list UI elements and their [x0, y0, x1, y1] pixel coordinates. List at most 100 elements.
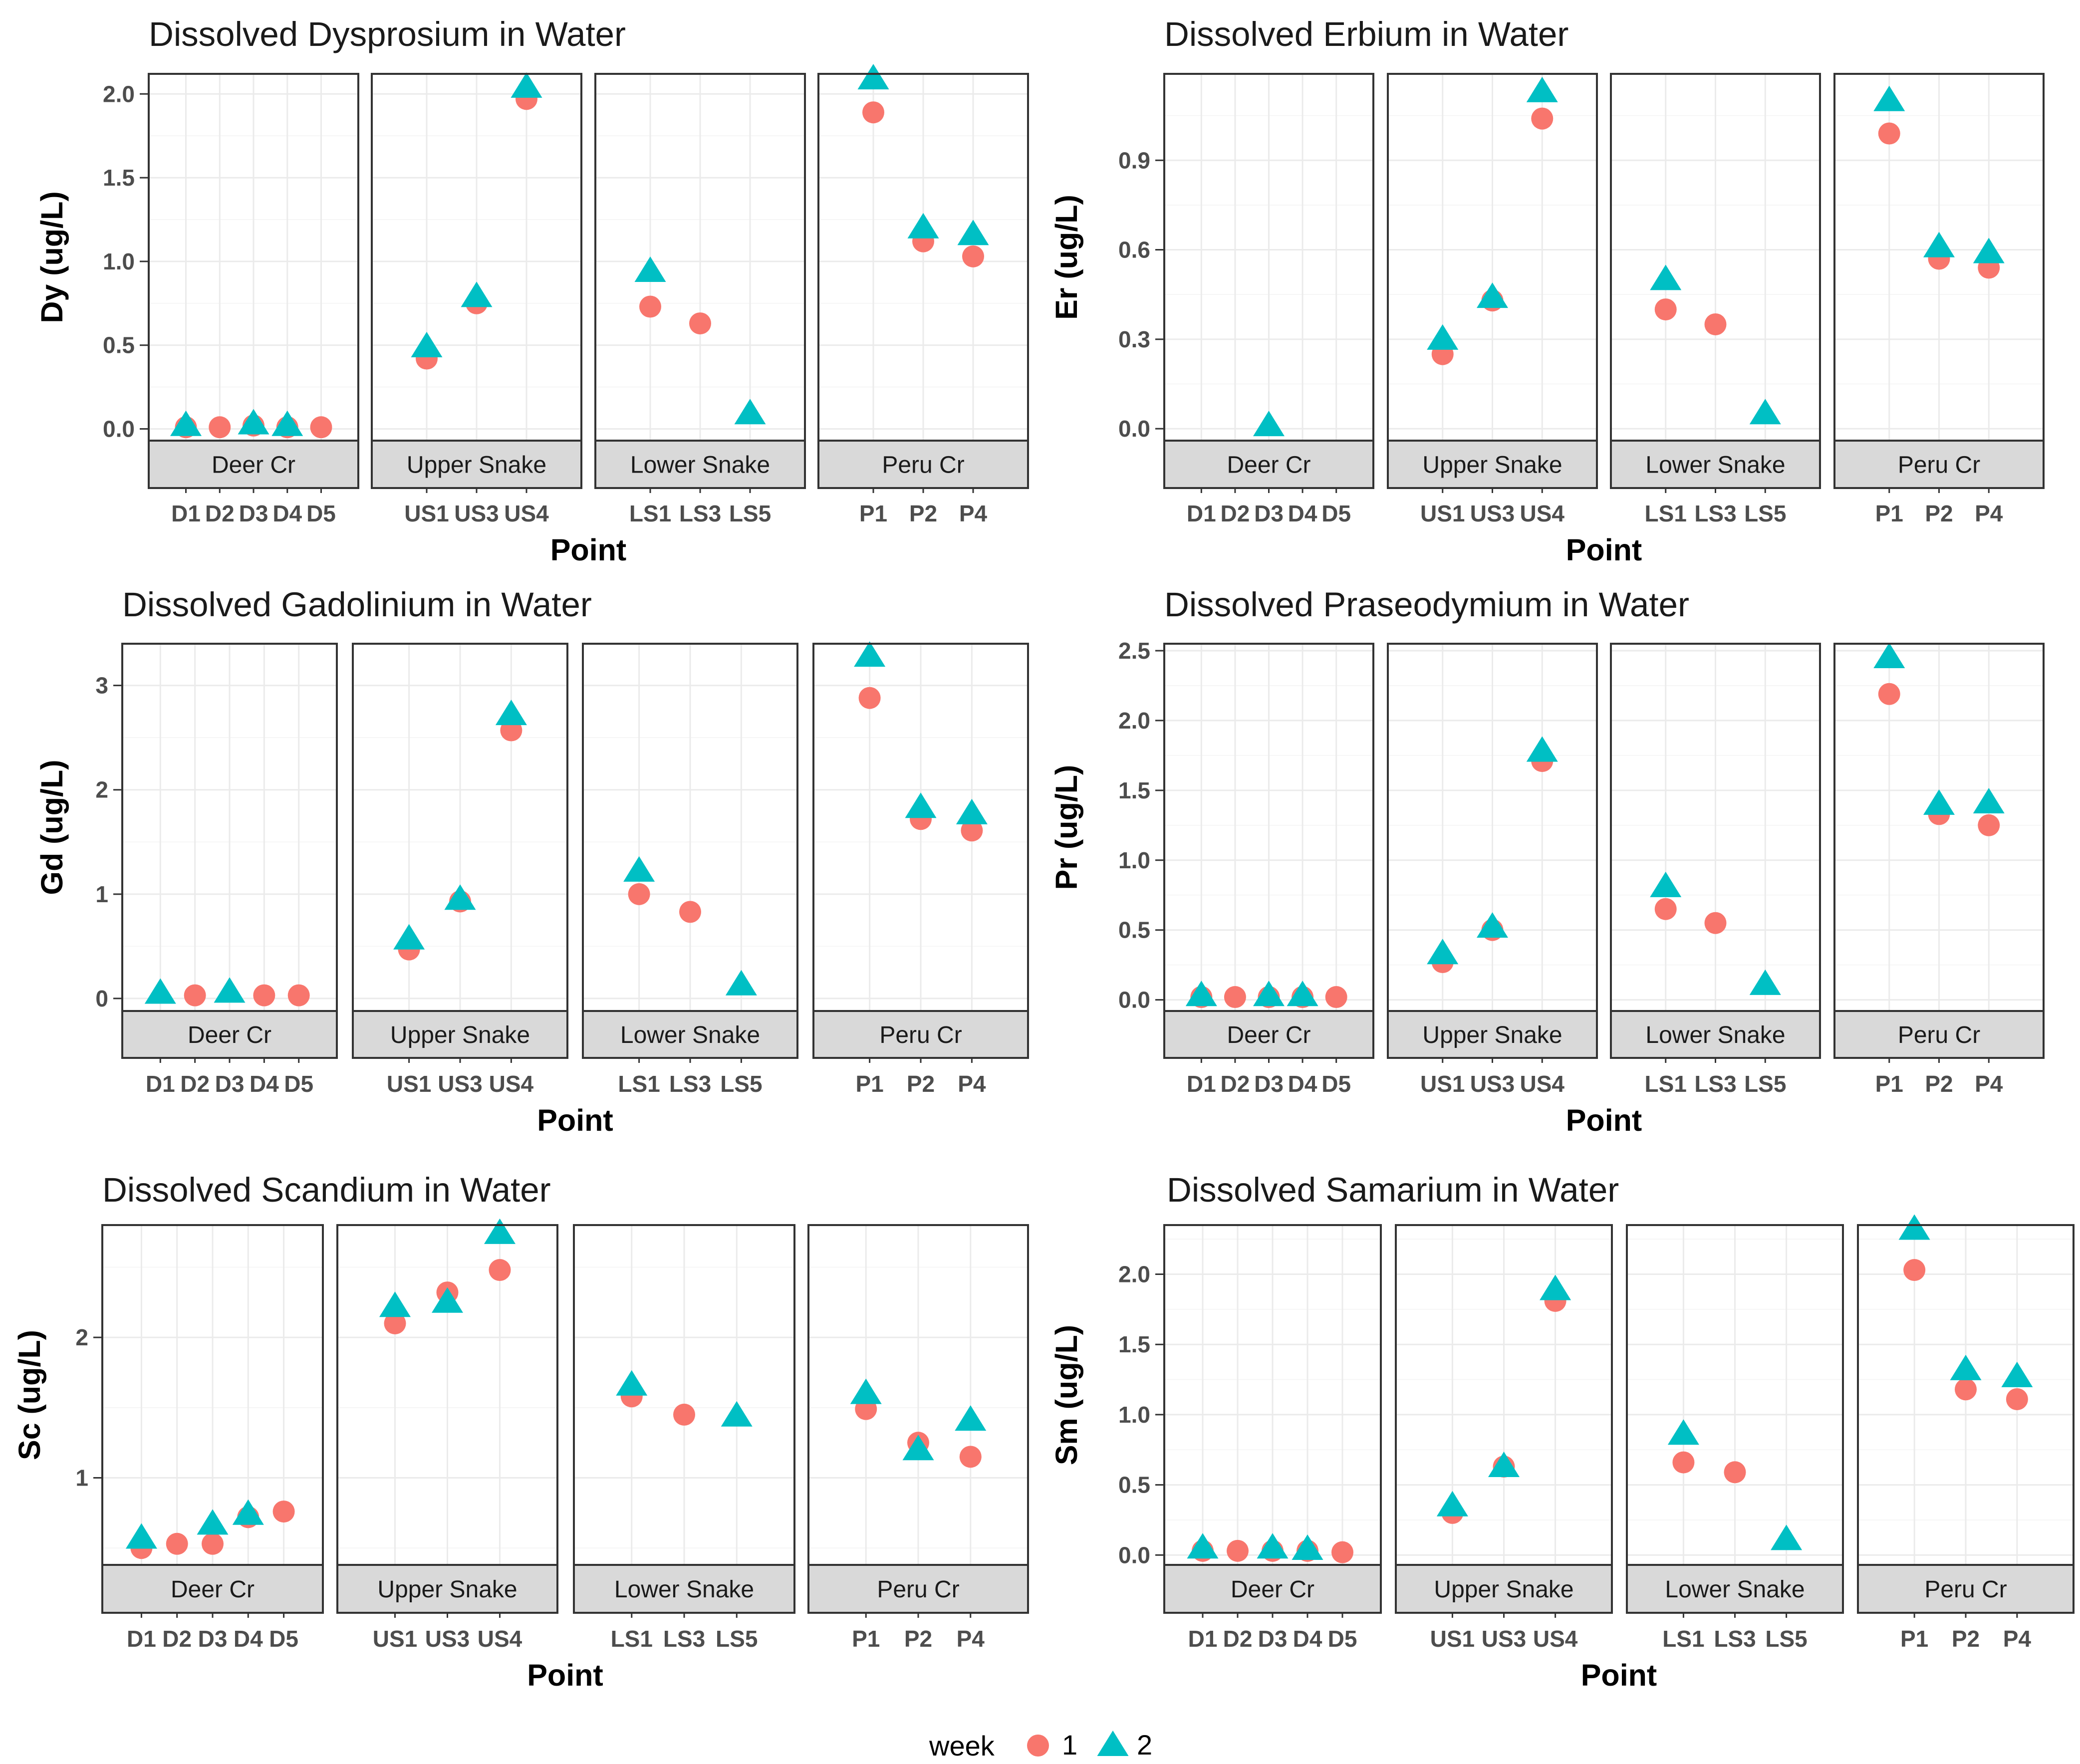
- facet-lower-snake: Lower Snake LS1 LS3 LS5: [594, 73, 806, 526]
- legend-key-circle: [1027, 1735, 1049, 1757]
- point-week-2: [197, 1509, 229, 1535]
- facet-strip-label: Lower Snake: [620, 1022, 760, 1048]
- x-axis-title: Point: [1566, 533, 1642, 567]
- point-week-1: [962, 245, 984, 267]
- facet-strip-label: Deer Cr: [1227, 452, 1310, 479]
- facet-strip-label: Peru Cr: [1898, 1022, 1980, 1048]
- x-tick-label: D3: [1254, 501, 1284, 526]
- y-tick-label: 0.5: [1118, 1472, 1150, 1498]
- x-tick-label: P1: [855, 1071, 883, 1097]
- facet-strip-label: Upper Snake: [390, 1022, 530, 1048]
- y-tick-label: 0.3: [1118, 326, 1150, 352]
- point-week-2: [125, 1523, 157, 1549]
- x-axis-title: Point: [537, 1103, 613, 1137]
- facet-strip-label: Deer Cr: [1231, 1576, 1314, 1603]
- x-tick-label: US3: [425, 1626, 470, 1652]
- x-tick-label: D1: [1188, 1626, 1218, 1652]
- y-tick-label: 0.9: [1118, 147, 1150, 173]
- facet-strip: [812, 1010, 1029, 1059]
- point-week-2: [907, 213, 939, 239]
- point-week-2: [854, 641, 886, 667]
- y-tick-label: 1.0: [103, 249, 135, 274]
- y-tick-label: 0: [95, 986, 108, 1011]
- chart-dy: Dissolved Dysprosium in Water 0.0 0.5 1.0 1.…: [35, 15, 1029, 567]
- x-tick-label: P4: [1975, 1071, 2003, 1097]
- legend-label: 1: [1062, 1729, 1077, 1761]
- point-week-2: [1749, 399, 1781, 425]
- x-tick-label: LS5: [720, 1071, 762, 1097]
- y-axis-title: Sm (ug/L): [1049, 1325, 1083, 1465]
- point-week-2: [495, 700, 527, 726]
- facet-strip-label: Peru Cr: [879, 1022, 962, 1048]
- facet-strip: [1387, 440, 1598, 489]
- x-tick-label: D1: [1187, 1071, 1216, 1097]
- y-tick-label: 0.0: [1118, 416, 1150, 442]
- point-week-1: [1704, 912, 1727, 934]
- point-week-2: [1873, 85, 1905, 111]
- x-tick-label: LS5: [729, 501, 771, 526]
- x-tick-label: LS3: [669, 1071, 711, 1097]
- facet-lower-snake: Lower Snake LS1 LS3 LS5: [573, 1224, 795, 1652]
- facet-strip-label: Peru Cr: [1924, 1576, 2007, 1603]
- point-week-2: [271, 410, 303, 436]
- facet-peru-cr: Peru Cr P1 P2 P4: [1857, 1214, 2075, 1652]
- x-tick-label: D1: [127, 1626, 156, 1652]
- x-tick-label: US4: [1520, 1071, 1565, 1097]
- point-week-2: [2001, 1361, 2033, 1387]
- point-week-2: [379, 1291, 411, 1317]
- x-tick-label: P1: [1900, 1626, 1928, 1652]
- point-week-1: [1903, 1259, 1926, 1281]
- x-axis-title: Point: [527, 1658, 603, 1692]
- x-tick-label: D4: [1288, 501, 1317, 526]
- point-week-2: [1427, 939, 1459, 965]
- x-tick-label: P4: [1975, 501, 2003, 526]
- point-week-2: [1540, 1274, 1571, 1300]
- facet-strip: [148, 440, 359, 489]
- point-week-2: [1667, 1419, 1699, 1445]
- x-tick-label: P4: [958, 1071, 986, 1097]
- facet-strip-label: Deer Cr: [171, 1576, 255, 1603]
- facet-strip-label: Peru Cr: [882, 452, 964, 479]
- point-week-2: [1427, 324, 1459, 350]
- x-tick-label: D3: [1254, 1071, 1284, 1097]
- x-tick-label: P2: [1952, 1626, 1980, 1652]
- x-tick-label: LS1: [1662, 1626, 1704, 1652]
- chart-title: Dissolved Scandium in Water: [102, 1171, 551, 1209]
- chart-sc: Dissolved Scandium in Water 1 2 Sc (ug/L) Po…: [12, 1171, 1029, 1692]
- x-tick-label: US3: [1482, 1626, 1526, 1652]
- x-tick-label: D2: [205, 501, 235, 526]
- point-week-1: [310, 416, 332, 439]
- chart-title: Dissolved Praseodymium in Water: [1164, 585, 1689, 624]
- y-tick-label: 2.0: [1118, 708, 1150, 734]
- x-tick-label: D3: [215, 1071, 245, 1097]
- point-week-1: [1654, 298, 1677, 321]
- x-tick-label: US1: [1420, 501, 1465, 526]
- x-tick-label: US3: [1470, 501, 1515, 526]
- y-tick-label: 2.0: [103, 81, 135, 107]
- point-week-1: [1224, 986, 1246, 1008]
- x-tick-label: LS5: [1765, 1626, 1807, 1652]
- point-week-2: [1923, 232, 1955, 257]
- facet-strip: [817, 440, 1029, 489]
- point-week-1: [959, 1446, 982, 1468]
- y-tick-label: 1.0: [1118, 847, 1150, 873]
- facet-upper-snake: Upper Snake US1 US3 US4: [1387, 643, 1598, 1097]
- point-week-2: [484, 1218, 516, 1244]
- y-tick-label: 1.5: [103, 165, 135, 191]
- x-tick-label: US3: [454, 501, 499, 526]
- point-week-1: [272, 1501, 295, 1523]
- point-week-2: [411, 332, 443, 358]
- facet-strip: [1833, 1010, 2045, 1059]
- x-tick-label: P1: [852, 1626, 880, 1652]
- facet-strip: [336, 1564, 558, 1614]
- x-tick-label: D2: [1221, 501, 1250, 526]
- point-week-2: [1973, 788, 2005, 814]
- x-tick-label: P2: [1925, 1071, 1953, 1097]
- facet-upper-snake: Upper Snake US1 US3 US4: [371, 72, 582, 526]
- point-week-2: [1477, 912, 1508, 938]
- point-week-2: [1187, 1533, 1219, 1559]
- chart-title: Dissolved Erbium in Water: [1164, 15, 1568, 53]
- facet-strip-label: Lower Snake: [614, 1576, 754, 1603]
